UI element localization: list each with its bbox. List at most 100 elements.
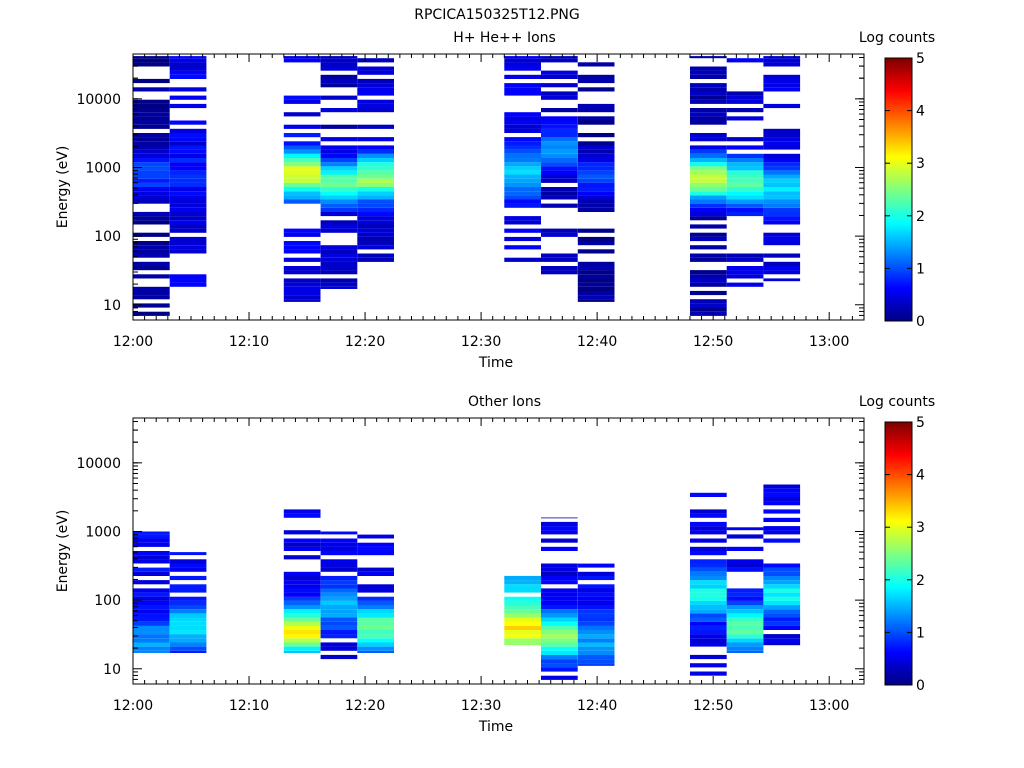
colorbar-swatch — [885, 301, 912, 304]
spectrogram-bin — [763, 278, 801, 282]
spectrogram-bin — [763, 530, 801, 535]
spectrogram-bin — [283, 513, 321, 518]
colorbar-swatch — [885, 564, 912, 568]
spectrogram-bin — [690, 509, 727, 514]
spectrogram-bin — [690, 513, 727, 518]
spectrogram-bin — [577, 116, 615, 121]
spectrogram-bin — [690, 166, 727, 171]
spectrogram-bin — [690, 282, 727, 287]
spectrogram-bin — [357, 650, 394, 653]
spectrogram-bin — [541, 70, 578, 75]
colorbar-swatch — [885, 84, 912, 87]
spectrogram-bin — [690, 521, 727, 527]
spectrogram-bin — [541, 203, 578, 208]
spectrogram-bin — [541, 133, 578, 138]
spectrogram-bin — [763, 133, 801, 138]
spectrogram-bin — [357, 195, 394, 200]
colorbar-swatch — [885, 529, 912, 532]
spectrogram-bin — [763, 609, 801, 614]
spectrogram-bin — [133, 108, 170, 113]
spectrogram-bin — [133, 630, 170, 635]
spectrogram-bin — [763, 174, 801, 179]
spectrogram-bin — [577, 153, 615, 158]
spectrogram-bin — [320, 199, 358, 204]
spectrogram-bin — [577, 170, 615, 175]
spectrogram-bin — [283, 257, 321, 262]
spectrogram-bin — [283, 642, 321, 647]
colorbar-swatch — [885, 465, 912, 469]
spectrogram-bin — [577, 563, 615, 568]
spectrogram-bin — [357, 621, 394, 626]
spectrogram-bin — [577, 278, 615, 283]
spectrogram-bin — [357, 228, 394, 233]
spectrogram-bin — [357, 145, 394, 150]
spectrogram-bin — [133, 112, 170, 117]
spectrogram-bin — [133, 274, 170, 279]
spectrogram-bin — [577, 228, 615, 233]
colorbar-swatch — [885, 123, 912, 127]
spectrogram-bin — [763, 58, 801, 63]
spectrogram-bin — [320, 62, 358, 67]
colorbar-swatch — [885, 60, 912, 63]
x-tick-label: 12:00 — [113, 334, 153, 350]
spectrogram-bin — [133, 62, 170, 67]
spectrogram-bin — [320, 245, 358, 250]
spectrogram-bin — [504, 137, 541, 142]
spectrogram-bin — [690, 571, 727, 576]
spectrogram-bin — [541, 74, 578, 79]
colorbar-label: Log counts — [859, 30, 935, 46]
colorbar-swatch — [885, 656, 912, 660]
spectrogram-bin — [577, 108, 615, 113]
spectrogram-bin — [504, 228, 541, 233]
colorbar-swatch — [885, 544, 912, 548]
colorbar-swatch — [885, 649, 912, 653]
colorbar-swatch — [885, 507, 912, 511]
colorbar-swatch — [885, 143, 912, 147]
colorbar-swatch — [885, 621, 912, 625]
spectrogram-bin — [320, 559, 358, 564]
spectrogram-bin — [726, 153, 764, 158]
colorbar-swatch — [885, 669, 912, 673]
colorbar-swatch — [885, 540, 912, 543]
colorbar-swatch — [885, 562, 912, 565]
spectrogram-bin — [357, 605, 394, 610]
spectrogram-bin — [169, 638, 207, 643]
spectrogram-bin — [320, 625, 358, 630]
spectrogram-bin — [357, 546, 394, 551]
spectrogram-bin — [357, 207, 394, 212]
colorbar-swatch — [885, 95, 912, 98]
colorbar-swatch — [885, 171, 912, 175]
spectrogram-bin — [320, 546, 358, 551]
spectrogram-bin — [690, 270, 727, 275]
spectrogram-bin — [320, 166, 358, 171]
spectrogram-bin — [726, 634, 764, 639]
spectrogram-bin — [726, 58, 764, 63]
spectrogram-bin — [541, 187, 578, 192]
colorbar-swatch — [885, 612, 912, 616]
spectrogram-bin — [169, 228, 207, 233]
colorbar-swatch — [885, 422, 912, 425]
spectrogram-bin — [577, 103, 615, 109]
colorbar-swatch — [885, 66, 912, 70]
spectrogram-bin — [726, 108, 764, 113]
spectrogram-bin — [169, 274, 207, 279]
spectrogram-bin — [283, 638, 321, 643]
spectrogram-bin — [283, 249, 321, 254]
colorbar-swatch — [885, 97, 912, 101]
spectrogram-bin — [577, 141, 615, 146]
spectrogram-bin — [320, 567, 358, 572]
spectrogram-bin — [133, 642, 170, 647]
panel-title: Other Ions — [468, 394, 541, 410]
spectrogram-bin — [357, 103, 394, 109]
spectrogram-bin — [690, 584, 727, 589]
spectrogram-bin — [690, 157, 727, 163]
spectrogram-bin — [726, 157, 764, 163]
spectrogram-bin — [320, 253, 358, 258]
spectrogram-bin — [541, 124, 578, 129]
colorbar-swatch — [885, 307, 912, 311]
colorbar-swatch — [885, 189, 912, 193]
spectrogram-bin — [690, 245, 727, 250]
colorbar: 0 1 2 3 4 5 Log counts — [859, 394, 935, 694]
spectrogram-bin — [169, 62, 207, 67]
spectrogram-bin — [357, 625, 394, 630]
